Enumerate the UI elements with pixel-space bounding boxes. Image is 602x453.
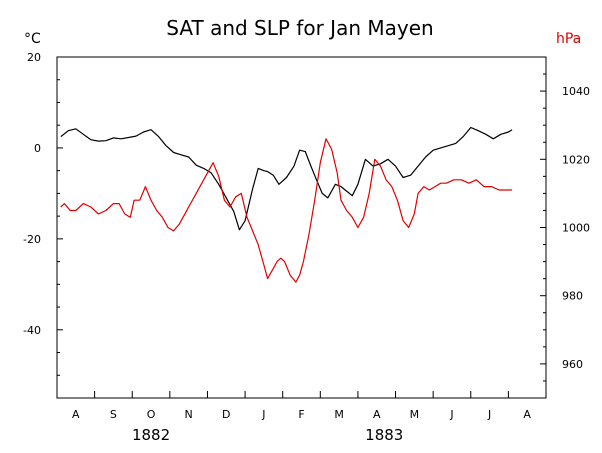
month-label: M [410,408,420,421]
left-tick-label: 20 [27,51,41,64]
right-tick-label: 1040 [562,85,590,98]
month-label: A [373,408,381,421]
month-label: J [449,408,453,421]
slp-series-line [60,138,513,283]
left-axis: 20 0 -20 -40 [23,51,63,399]
month-label: M [334,408,344,421]
month-label: D [222,408,230,421]
series-group [60,126,513,283]
month-label: A [523,408,531,421]
left-tick-label: 0 [34,142,41,155]
right-tick-label: 980 [562,290,583,303]
month-label: S [110,408,117,421]
right-tick-label: 960 [562,358,583,371]
month-label: O [147,408,156,421]
year-label: 1883 [365,426,403,444]
year-labels: 1882 1883 [132,426,403,444]
month-label: N [185,408,193,421]
right-tick-label: 1020 [562,153,590,166]
right-axis: 1040 1020 1000 980 960 [540,56,590,399]
left-tick-label: -20 [23,233,41,246]
left-axis-unit: °C [24,31,41,47]
sat-series-line [60,126,513,231]
chart-title: SAT and SLP for Jan Mayen [166,16,433,40]
plot-frame [56,56,547,399]
right-axis-unit: hPa [556,31,581,47]
left-tick-label: -40 [23,324,41,337]
month-label: F [298,408,304,421]
month-label: A [72,408,80,421]
month-label: J [261,408,265,421]
right-tick-label: 1000 [562,222,590,235]
year-label: 1882 [132,426,170,444]
month-label: J [487,408,491,421]
